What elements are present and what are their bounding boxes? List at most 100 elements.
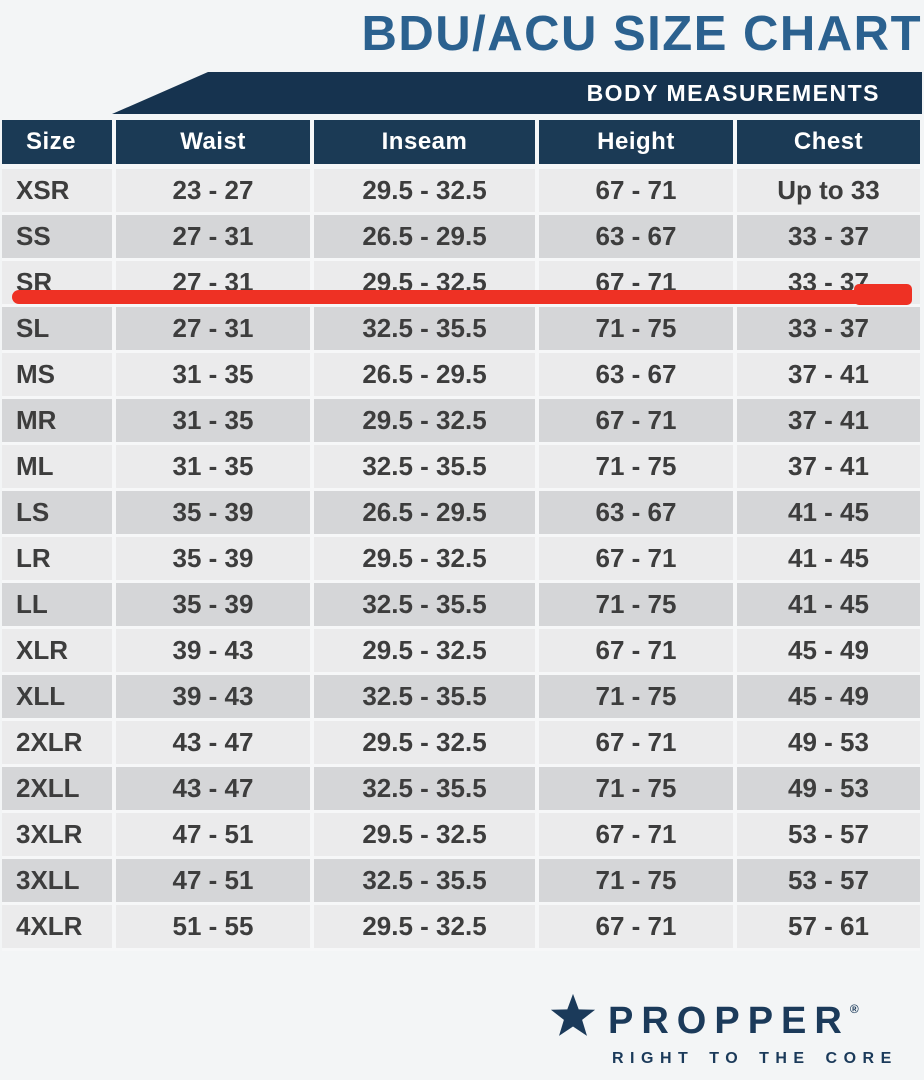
cell-chest: 33 - 37	[733, 215, 920, 258]
registered-mark: ®	[849, 1002, 859, 1016]
cell-inseam: 29.5 - 32.5	[310, 629, 535, 672]
table-row-LL: LL 35 - 39 32.5 - 35.5 71 - 75 41 - 45	[2, 583, 920, 629]
body-measurements-banner: BODY MEASUREMENTS	[112, 72, 922, 114]
column-header-chest: Chest	[733, 120, 920, 164]
red-highlight-line	[12, 290, 910, 304]
cell-chest: 41 - 45	[733, 491, 920, 534]
cell-size: 2XLL	[2, 767, 112, 810]
cell-size: SL	[2, 307, 112, 350]
cell-chest: 37 - 41	[733, 399, 920, 442]
cell-height: 67 - 71	[535, 169, 733, 212]
cell-size: 3XLR	[2, 813, 112, 856]
cell-waist: 35 - 39	[112, 537, 310, 580]
cell-chest: Up to 33	[733, 169, 920, 212]
column-header-waist: Waist	[112, 120, 310, 164]
cell-waist: 35 - 39	[112, 491, 310, 534]
cell-height: 71 - 75	[535, 445, 733, 488]
cell-waist: 51 - 55	[112, 905, 310, 948]
size-table: Size Waist Inseam Height Chest XSR 23 - 27 29.5…	[2, 120, 920, 951]
cell-size: XLR	[2, 629, 112, 672]
cell-waist: 31 - 35	[112, 445, 310, 488]
cell-chest: 49 - 53	[733, 721, 920, 764]
page-title: BDU/ACU SIZE CHART	[361, 7, 922, 61]
table-row-MS: MS 31 - 35 26.5 - 29.5 63 - 67 37 - 41	[2, 353, 920, 399]
cell-size: LR	[2, 537, 112, 580]
cell-height: 67 - 71	[535, 629, 733, 672]
cell-chest: 33 - 37	[733, 307, 920, 350]
cell-inseam: 29.5 - 32.5	[310, 813, 535, 856]
brand-text: PROPPER	[608, 1000, 850, 1042]
cell-chest: 45 - 49	[733, 629, 920, 672]
cell-chest: 41 - 45	[733, 583, 920, 626]
cell-inseam: 32.5 - 35.5	[310, 675, 535, 718]
cell-waist: 39 - 43	[112, 675, 310, 718]
cell-inseam: 29.5 - 32.5	[310, 905, 535, 948]
table-row-ML: ML 31 - 35 32.5 - 35.5 71 - 75 37 - 41	[2, 445, 920, 491]
cell-inseam: 32.5 - 35.5	[310, 307, 535, 350]
table-header-row: Size Waist Inseam Height Chest	[2, 120, 920, 169]
cell-chest: 37 - 41	[733, 353, 920, 396]
cell-size: SS	[2, 215, 112, 258]
cell-height: 63 - 67	[535, 491, 733, 534]
cell-inseam: 29.5 - 32.5	[310, 537, 535, 580]
table-row-XLL: XLL 39 - 43 32.5 - 35.5 71 - 75 45 - 49	[2, 675, 920, 721]
table-row-3XLL: 3XLL 47 - 51 32.5 - 35.5 71 - 75 53 - 57	[2, 859, 920, 905]
table-row-2XLR: 2XLR 43 - 47 29.5 - 32.5 67 - 71 49 - 53	[2, 721, 920, 767]
cell-inseam: 29.5 - 32.5	[310, 169, 535, 212]
cell-inseam: 32.5 - 35.5	[310, 445, 535, 488]
cell-chest: 37 - 41	[733, 445, 920, 488]
cell-inseam: 26.5 - 29.5	[310, 215, 535, 258]
cell-height: 67 - 71	[535, 721, 733, 764]
cell-waist: 39 - 43	[112, 629, 310, 672]
cell-inseam: 32.5 - 35.5	[310, 859, 535, 902]
cell-height: 71 - 75	[535, 583, 733, 626]
table-row-2XLL: 2XLL 43 - 47 32.5 - 35.5 71 - 75 49 - 53	[2, 767, 920, 813]
banner-label: BODY MEASUREMENTS	[586, 79, 880, 106]
star-icon	[550, 993, 596, 1036]
cell-height: 71 - 75	[535, 859, 733, 902]
cell-chest: 53 - 57	[733, 813, 920, 856]
brand-name: PROPPER®	[608, 1002, 859, 1040]
cell-waist: 35 - 39	[112, 583, 310, 626]
cell-height: 63 - 67	[535, 353, 733, 396]
table-row-4XLR: 4XLR 51 - 55 29.5 - 32.5 67 - 71 57 - 61	[2, 905, 920, 951]
cell-height: 71 - 75	[535, 767, 733, 810]
cell-waist: 31 - 35	[112, 353, 310, 396]
brand-tagline: RIGHT TO THE CORE	[612, 1050, 898, 1067]
cell-inseam: 26.5 - 29.5	[310, 353, 535, 396]
cell-inseam: 29.5 - 32.5	[310, 721, 535, 764]
cell-height: 67 - 71	[535, 813, 733, 856]
cell-waist: 31 - 35	[112, 399, 310, 442]
cell-size: MS	[2, 353, 112, 396]
cell-waist: 27 - 31	[112, 215, 310, 258]
cell-height: 67 - 71	[535, 537, 733, 580]
cell-waist: 23 - 27	[112, 169, 310, 212]
table-row-LR: LR 35 - 39 29.5 - 32.5 67 - 71 41 - 45	[2, 537, 920, 583]
table-row-MR: MR 31 - 35 29.5 - 32.5 67 - 71 37 - 41	[2, 399, 920, 445]
cell-size: 4XLR	[2, 905, 112, 948]
cell-chest: 49 - 53	[733, 767, 920, 810]
table-row-SS: SS 27 - 31 26.5 - 29.5 63 - 67 33 - 37	[2, 215, 920, 261]
cell-chest: 53 - 57	[733, 859, 920, 902]
cell-height: 63 - 67	[535, 215, 733, 258]
cell-height: 71 - 75	[535, 675, 733, 718]
table-row-SR: SR 27 - 31 29.5 - 32.5 67 - 71 33 - 37	[2, 261, 920, 307]
cell-waist: 47 - 51	[112, 859, 310, 902]
table-row-XSR: XSR 23 - 27 29.5 - 32.5 67 - 71 Up to 33	[2, 169, 920, 215]
cell-size: XSR	[2, 169, 112, 212]
cell-height: 67 - 71	[535, 399, 733, 442]
cell-inseam: 26.5 - 29.5	[310, 491, 535, 534]
cell-height: 71 - 75	[535, 307, 733, 350]
cell-waist: 27 - 31	[112, 307, 310, 350]
table-row-LS: LS 35 - 39 26.5 - 29.5 63 - 67 41 - 45	[2, 491, 920, 537]
column-header-size: Size	[2, 120, 112, 164]
cell-size: 2XLR	[2, 721, 112, 764]
cell-waist: 43 - 47	[112, 767, 310, 810]
cell-height: 67 - 71	[535, 905, 733, 948]
table-row-XLR: XLR 39 - 43 29.5 - 32.5 67 - 71 45 - 49	[2, 629, 920, 675]
column-header-height: Height	[535, 120, 733, 164]
table-row-3XLR: 3XLR 47 - 51 29.5 - 32.5 67 - 71 53 - 57	[2, 813, 920, 859]
cell-chest: 57 - 61	[733, 905, 920, 948]
cell-size: LL	[2, 583, 112, 626]
cell-inseam: 32.5 - 35.5	[310, 583, 535, 626]
